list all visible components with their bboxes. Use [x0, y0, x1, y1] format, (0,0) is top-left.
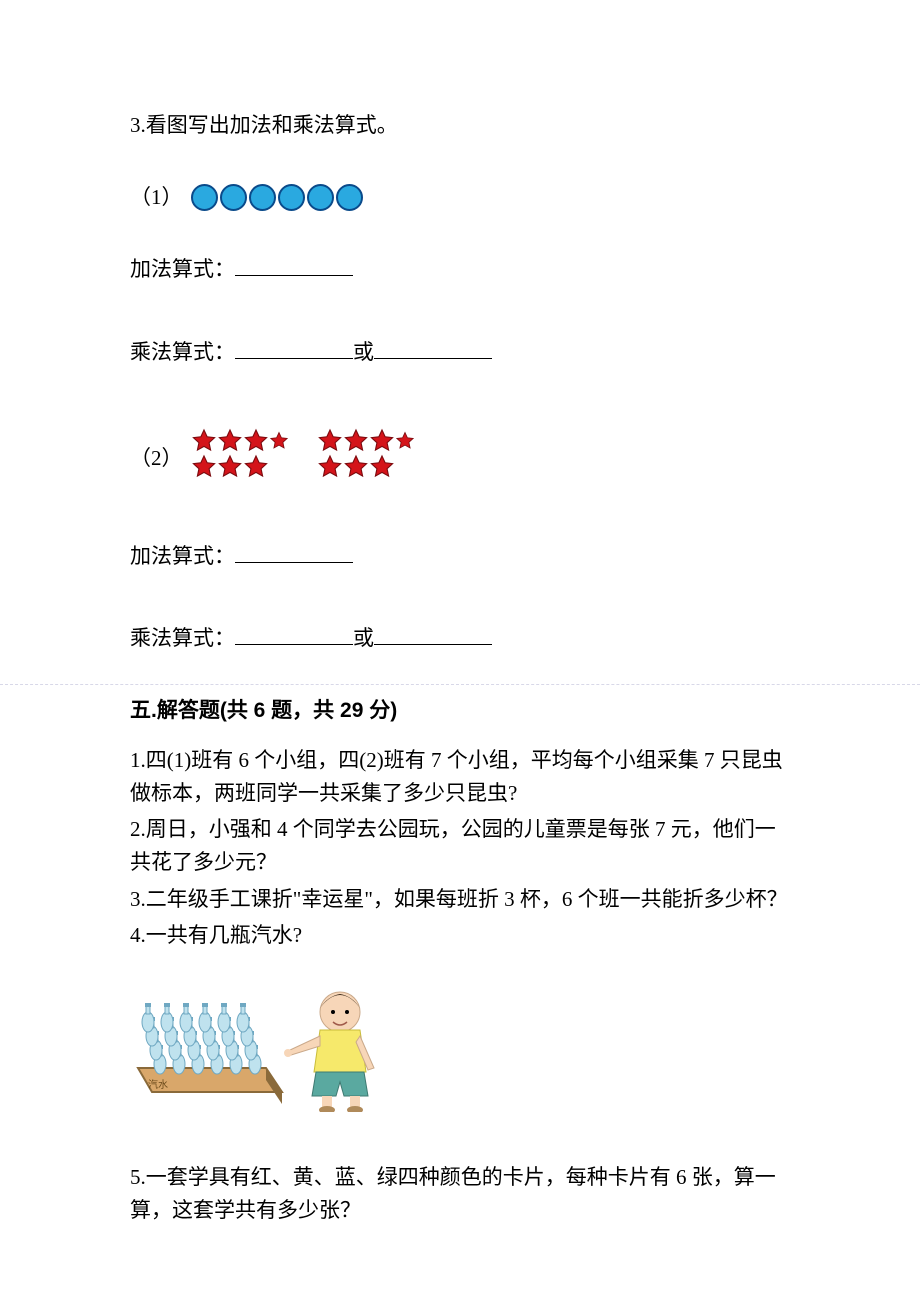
q3-part1: （1）: [130, 182, 790, 214]
blank-input[interactable]: [235, 622, 353, 645]
star-icon: [317, 428, 343, 454]
q3-title: 3.看图写出加法和乘法算式。: [130, 110, 790, 142]
section5-item: 3.二年级手工课折"幸运星"，如果每班折 3 杯，6 个班一共能折多少杯？: [130, 883, 790, 916]
section5-item: 2.周日，小强和 4 个同学去公园玩，公园的儿童票是每张 7 元，他们一共花了多…: [130, 813, 790, 878]
star-group: [191, 428, 289, 480]
star-icon: [243, 454, 269, 480]
star-icon: [217, 428, 243, 454]
mult-label: 乘法算式：: [130, 340, 235, 364]
q3p2-addition-line: 加法算式：: [130, 540, 790, 573]
or-label: 或: [353, 340, 374, 364]
circle-icon: [336, 184, 363, 211]
svg-text:汽水: 汽水: [148, 1078, 168, 1091]
q3-part1-label: （1）: [130, 182, 183, 214]
section5-item5: 5.一套学具有红、黄、蓝、绿四种颜色的卡片，每种卡片有 6 张，算一算，这套学共…: [130, 1161, 790, 1226]
q3p1-mult-line: 乘法算式： 或: [130, 336, 790, 369]
star-icon: [243, 428, 269, 454]
section5-items: 1.四(1)班有 6 个小组，四(2)班有 7 个小组，平均每个小组采集 7 只…: [130, 744, 790, 951]
section5-item: 1.四(1)班有 6 个小组，四(2)班有 7 个小组，平均每个小组采集 7 只…: [130, 744, 790, 809]
circle-icon: [249, 184, 276, 211]
blank-input[interactable]: [235, 336, 353, 359]
q3p1-addition-line: 加法算式：: [130, 253, 790, 286]
section5-heading: 五.解答题(共 6 题，共 29 分): [130, 695, 790, 727]
circles-row: [191, 184, 363, 211]
blank-input[interactable]: [374, 622, 492, 645]
star-group: [317, 428, 415, 480]
bottles-and-boy-illustration: 汽水: [130, 972, 790, 1122]
q3-part2-label: （2）: [130, 443, 183, 475]
star-icon: [343, 428, 369, 454]
star-icon: [369, 454, 395, 480]
star-icon: [317, 454, 343, 480]
addition-label: 加法算式：: [130, 544, 235, 568]
star-icon: [217, 454, 243, 480]
section5-item: 4.一共有几瓶汽水?: [130, 919, 790, 952]
worksheet-page: 3.看图写出加法和乘法算式。 （1） 加法算式： 乘法算式： 或 （2） 加法算式…: [0, 0, 920, 1226]
star-icon: [191, 428, 217, 454]
stars-groups: [191, 428, 443, 490]
mult-label: 乘法算式：: [130, 626, 235, 650]
star-icon: [395, 431, 415, 451]
circle-icon: [307, 184, 334, 211]
q3-part2: （2）: [130, 428, 790, 490]
circle-icon: [191, 184, 218, 211]
or-label: 或: [353, 626, 374, 650]
blank-input[interactable]: [235, 540, 353, 563]
section-separator: [0, 684, 920, 685]
star-icon: [191, 454, 217, 480]
star-icon: [269, 431, 289, 451]
blank-input[interactable]: [374, 336, 492, 359]
addition-label: 加法算式：: [130, 257, 235, 281]
circle-icon: [220, 184, 247, 211]
star-icon: [343, 454, 369, 480]
circle-icon: [278, 184, 305, 211]
star-icon: [369, 428, 395, 454]
q3p2-mult-line: 乘法算式： 或: [130, 622, 790, 655]
blank-input[interactable]: [235, 253, 353, 276]
